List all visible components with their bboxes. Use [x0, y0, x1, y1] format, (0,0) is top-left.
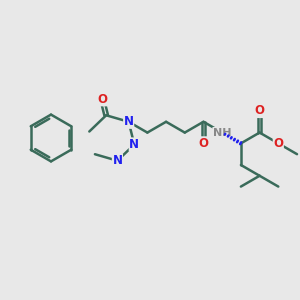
- Text: O: O: [273, 137, 283, 150]
- Text: N: N: [129, 138, 139, 151]
- Text: N: N: [112, 154, 122, 167]
- Text: O: O: [255, 104, 265, 118]
- Text: N: N: [124, 115, 134, 128]
- Text: NH: NH: [213, 128, 231, 138]
- Text: O: O: [199, 137, 208, 150]
- Text: O: O: [97, 93, 107, 106]
